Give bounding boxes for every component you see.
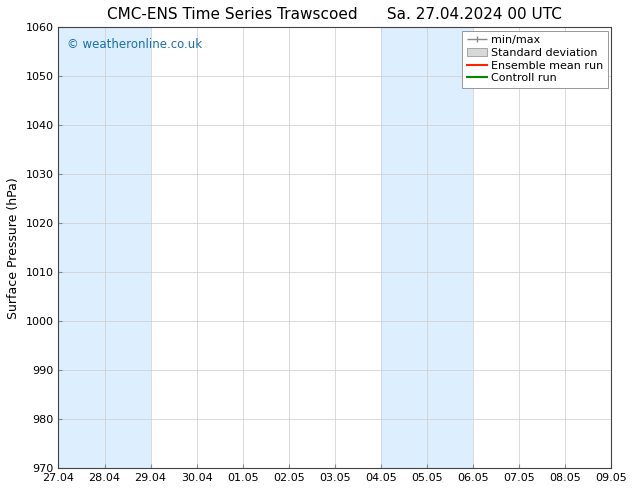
Title: CMC-ENS Time Series Trawscoed      Sa. 27.04.2024 00 UTC: CMC-ENS Time Series Trawscoed Sa. 27.04.… [107, 7, 562, 22]
Bar [381, 27, 473, 468]
Legend: min/max, Standard deviation, Ensemble mean run, Controll run: min/max, Standard deviation, Ensemble me… [462, 30, 608, 88]
Bar [58, 27, 151, 468]
Y-axis label: Surface Pressure (hPa): Surface Pressure (hPa) [7, 177, 20, 318]
Text: © weatheronline.co.uk: © weatheronline.co.uk [67, 38, 202, 51]
